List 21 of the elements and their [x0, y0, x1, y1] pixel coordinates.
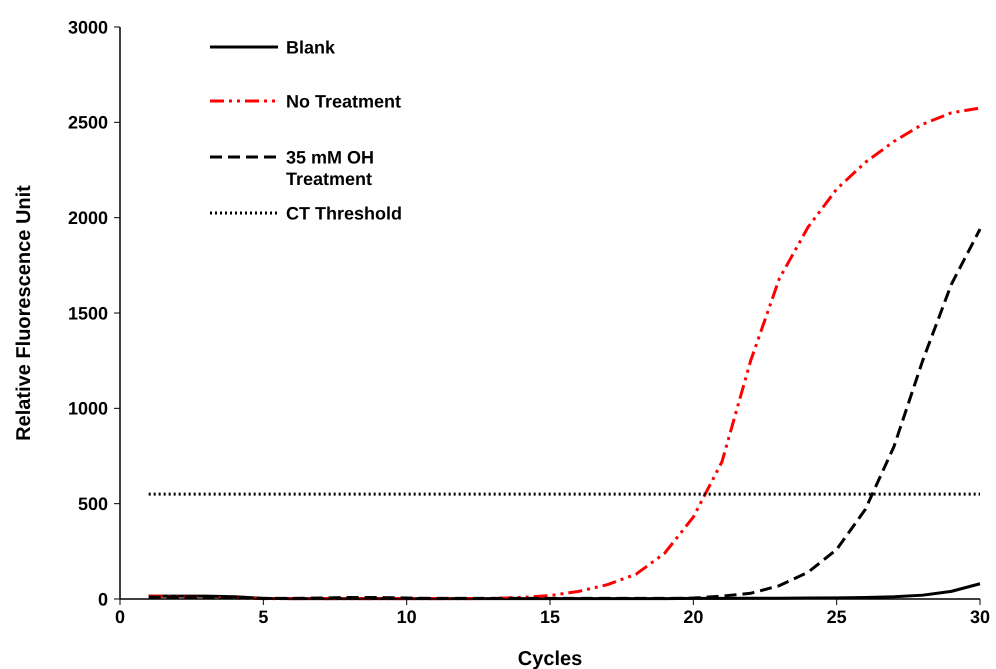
legend-label: Blank [286, 37, 336, 58]
legend-label: No Treatment [286, 91, 402, 112]
x-tick-label: 20 [683, 607, 704, 627]
y-tick-label: 3000 [68, 17, 108, 38]
line-series [147, 106, 982, 600]
y-tick-label: 1500 [68, 303, 108, 324]
legend-label: CT Threshold [286, 203, 402, 224]
x-tick-label: 25 [826, 607, 847, 627]
y-axis-title: Relative Fluorescence Unit [13, 184, 35, 441]
y-tick-label: 0 [98, 589, 108, 610]
y-tick-label: 1000 [68, 398, 108, 419]
legend-label: 35 mM OH Treatment [286, 147, 374, 189]
x-tick-label: 15 [540, 607, 560, 627]
y-tick-label: 2000 [68, 208, 108, 228]
x-tick-label: 5 [258, 607, 268, 627]
y-tick-label: 2500 [68, 112, 108, 133]
y-tick-label: 500 [78, 494, 108, 514]
x-axis-title: Cycles [518, 648, 582, 669]
x-tick-label: 30 [970, 607, 990, 627]
x-tick-label: 0 [114, 607, 126, 627]
x-tick-label: 10 [396, 607, 417, 627]
